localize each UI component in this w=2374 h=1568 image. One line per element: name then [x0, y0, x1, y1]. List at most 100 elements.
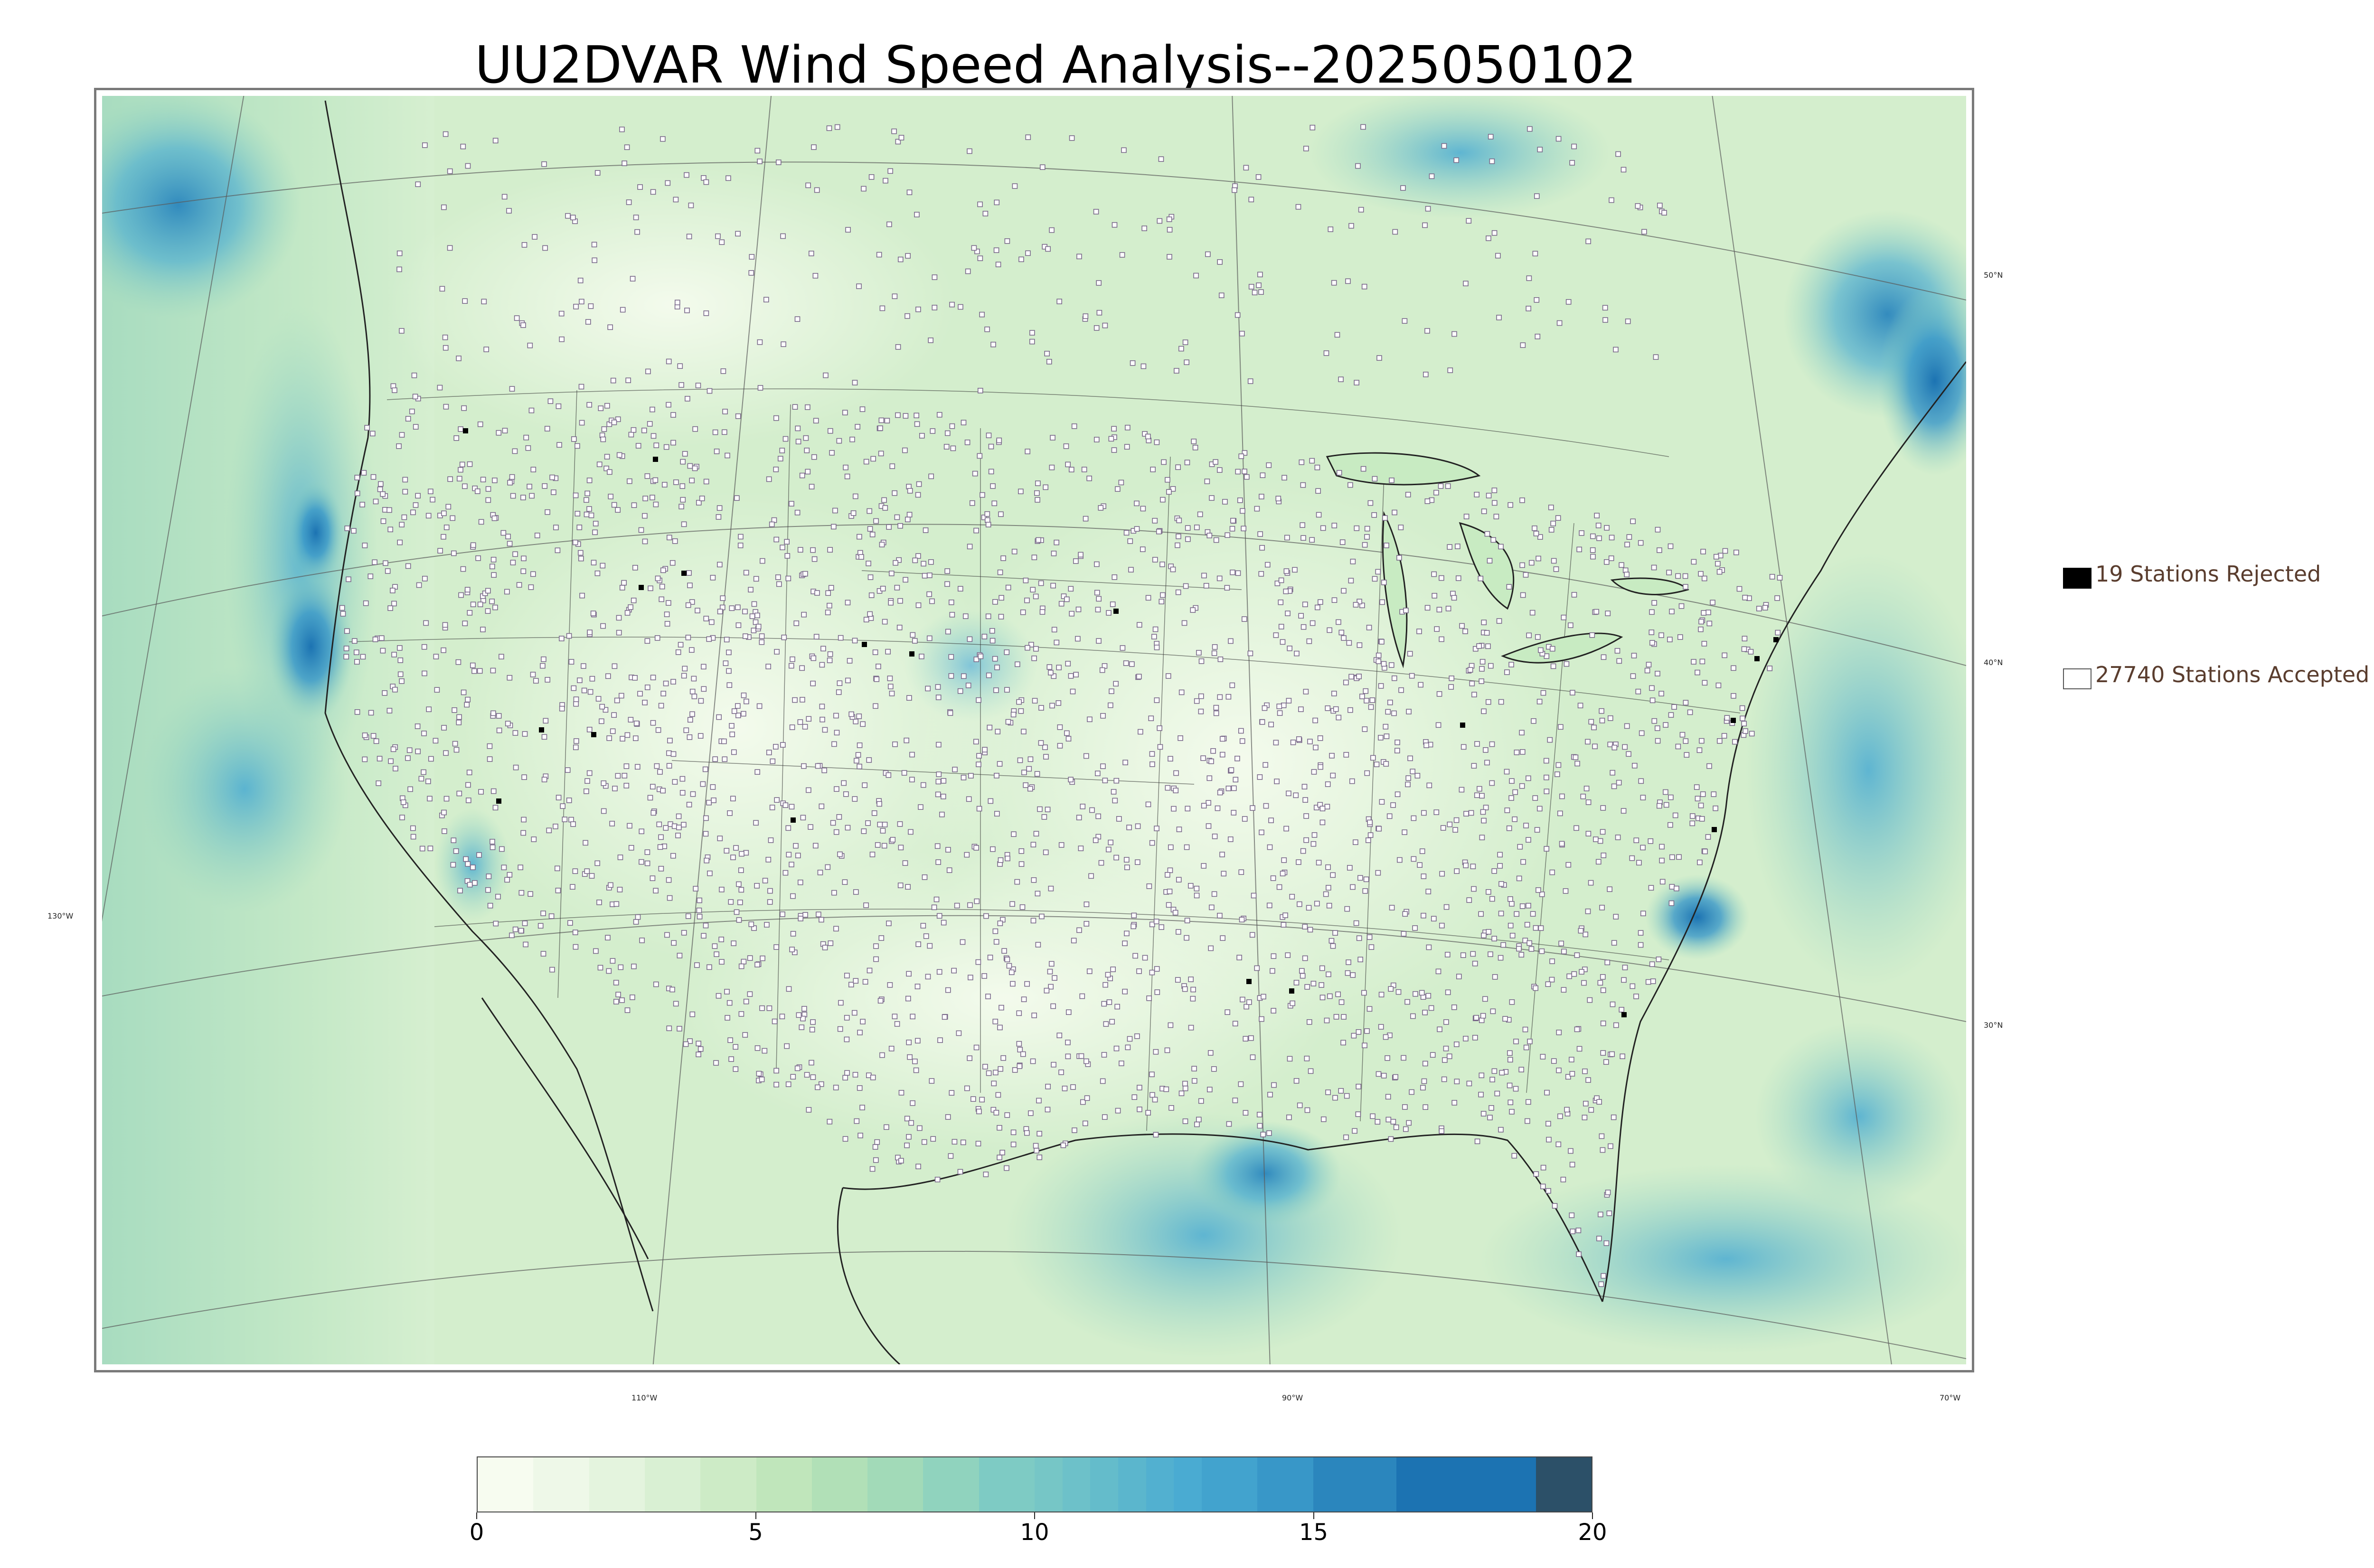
station-marker-accepted	[1523, 1044, 1529, 1051]
station-marker-accepted	[610, 958, 616, 964]
station-marker-accepted	[912, 557, 918, 563]
station-marker-accepted	[701, 933, 707, 939]
station-marker-accepted	[1032, 698, 1038, 704]
station-marker-accepted	[1533, 531, 1539, 536]
station-marker-accepted	[1578, 928, 1584, 934]
station-marker-accepted	[528, 584, 534, 590]
station-marker-accepted	[1266, 1130, 1272, 1136]
station-marker-accepted	[1509, 933, 1516, 939]
station-marker-accepted	[1016, 1041, 1022, 1047]
station-marker-accepted	[1314, 464, 1320, 470]
station-marker-accepted	[1330, 872, 1336, 878]
station-marker-accepted	[1167, 889, 1173, 894]
station-marker-accepted	[1474, 1138, 1480, 1145]
station-marker-accepted	[825, 590, 831, 596]
station-marker-accepted	[1519, 903, 1526, 909]
station-marker-accepted	[909, 777, 915, 782]
station-marker-accepted	[1052, 975, 1057, 981]
station-marker-accepted	[568, 659, 575, 665]
station-marker-accepted	[997, 1155, 1002, 1160]
station-marker-accepted	[650, 406, 655, 413]
station-marker-accepted	[1011, 831, 1017, 837]
station-marker-accepted	[392, 387, 397, 393]
station-marker-accepted	[780, 545, 785, 551]
station-marker-accepted	[1276, 884, 1282, 890]
station-marker-accepted	[1555, 762, 1562, 768]
station-marker-accepted	[823, 372, 829, 378]
station-marker-accepted	[1439, 1128, 1444, 1134]
station-marker-accepted	[532, 234, 537, 240]
station-marker-accepted	[1096, 310, 1102, 316]
station-marker-accepted	[1303, 689, 1309, 695]
station-marker-accepted	[1124, 864, 1130, 870]
station-marker-accepted	[1378, 992, 1385, 997]
station-marker-accepted	[833, 1085, 839, 1090]
station-marker-accepted	[1307, 739, 1313, 744]
station-marker-accepted	[581, 687, 587, 694]
station-marker-accepted	[1026, 766, 1032, 772]
station-marker-accepted	[696, 907, 702, 913]
station-marker-accepted	[1488, 1105, 1494, 1111]
station-marker-accepted	[405, 563, 411, 569]
station-marker-accepted	[887, 168, 893, 174]
station-marker-accepted	[1054, 639, 1060, 646]
station-marker-accepted	[1304, 1055, 1310, 1061]
station-marker-accepted	[421, 769, 426, 775]
station-marker-accepted	[476, 852, 482, 858]
station-marker-accepted	[1555, 515, 1561, 521]
station-marker-accepted	[1366, 1006, 1373, 1012]
station-marker-accepted	[1208, 945, 1214, 951]
station-marker-accepted	[831, 741, 837, 747]
station-marker-accepted	[1540, 1164, 1546, 1171]
station-marker-accepted	[1073, 672, 1079, 677]
station-marker-accepted	[1215, 805, 1221, 811]
station-marker-accepted	[644, 473, 650, 479]
station-marker-accepted	[1569, 1212, 1575, 1218]
station-marker-accepted	[1080, 804, 1086, 809]
station-marker-accepted	[491, 572, 497, 578]
station-marker-accepted	[748, 270, 754, 276]
station-marker-accepted	[770, 758, 776, 764]
station-marker-accepted	[1621, 977, 1627, 983]
station-marker-accepted	[1529, 560, 1535, 566]
station-marker-accepted	[976, 1108, 982, 1115]
station-marker-accepted	[1083, 313, 1089, 319]
station-marker-accepted	[905, 253, 911, 259]
station-marker-accepted	[1762, 605, 1768, 610]
station-marker-accepted	[610, 377, 616, 384]
station-marker-accepted	[1540, 1054, 1546, 1060]
station-marker-accepted	[884, 1124, 889, 1130]
station-marker-accepted	[1047, 968, 1053, 975]
station-marker-accepted	[570, 821, 576, 827]
station-marker-accepted	[894, 514, 900, 520]
station-marker-accepted	[1527, 126, 1533, 132]
station-marker-accepted	[949, 1090, 955, 1096]
station-marker-accepted	[977, 255, 983, 261]
station-marker-accepted	[836, 814, 842, 820]
station-marker-accepted	[1648, 885, 1654, 891]
station-marker-accepted	[793, 843, 799, 849]
station-marker-accepted	[1571, 143, 1577, 150]
station-marker-rejected	[1754, 656, 1760, 661]
station-marker-accepted	[845, 600, 851, 606]
station-marker-accepted	[1029, 338, 1035, 345]
station-marker-accepted	[731, 708, 737, 714]
station-marker-accepted	[1585, 908, 1591, 914]
station-marker-accepted	[1722, 652, 1727, 658]
station-marker-accepted	[863, 902, 869, 908]
station-marker-accepted	[879, 305, 886, 311]
station-marker-accepted	[1674, 885, 1679, 892]
station-marker-accepted	[1624, 572, 1630, 578]
station-marker-accepted	[1401, 931, 1407, 937]
station-marker-accepted	[376, 780, 382, 786]
station-marker-accepted	[1338, 1088, 1344, 1094]
station-marker-accepted	[635, 914, 641, 920]
station-marker-accepted	[1109, 688, 1114, 694]
station-marker-accepted	[885, 648, 891, 655]
station-marker-accepted	[904, 1142, 910, 1148]
station-marker-accepted	[1469, 681, 1475, 686]
station-marker-accepted	[490, 845, 496, 850]
station-marker-accepted	[1167, 867, 1173, 873]
station-marker-accepted	[1068, 673, 1074, 679]
station-marker-accepted	[1306, 905, 1312, 911]
